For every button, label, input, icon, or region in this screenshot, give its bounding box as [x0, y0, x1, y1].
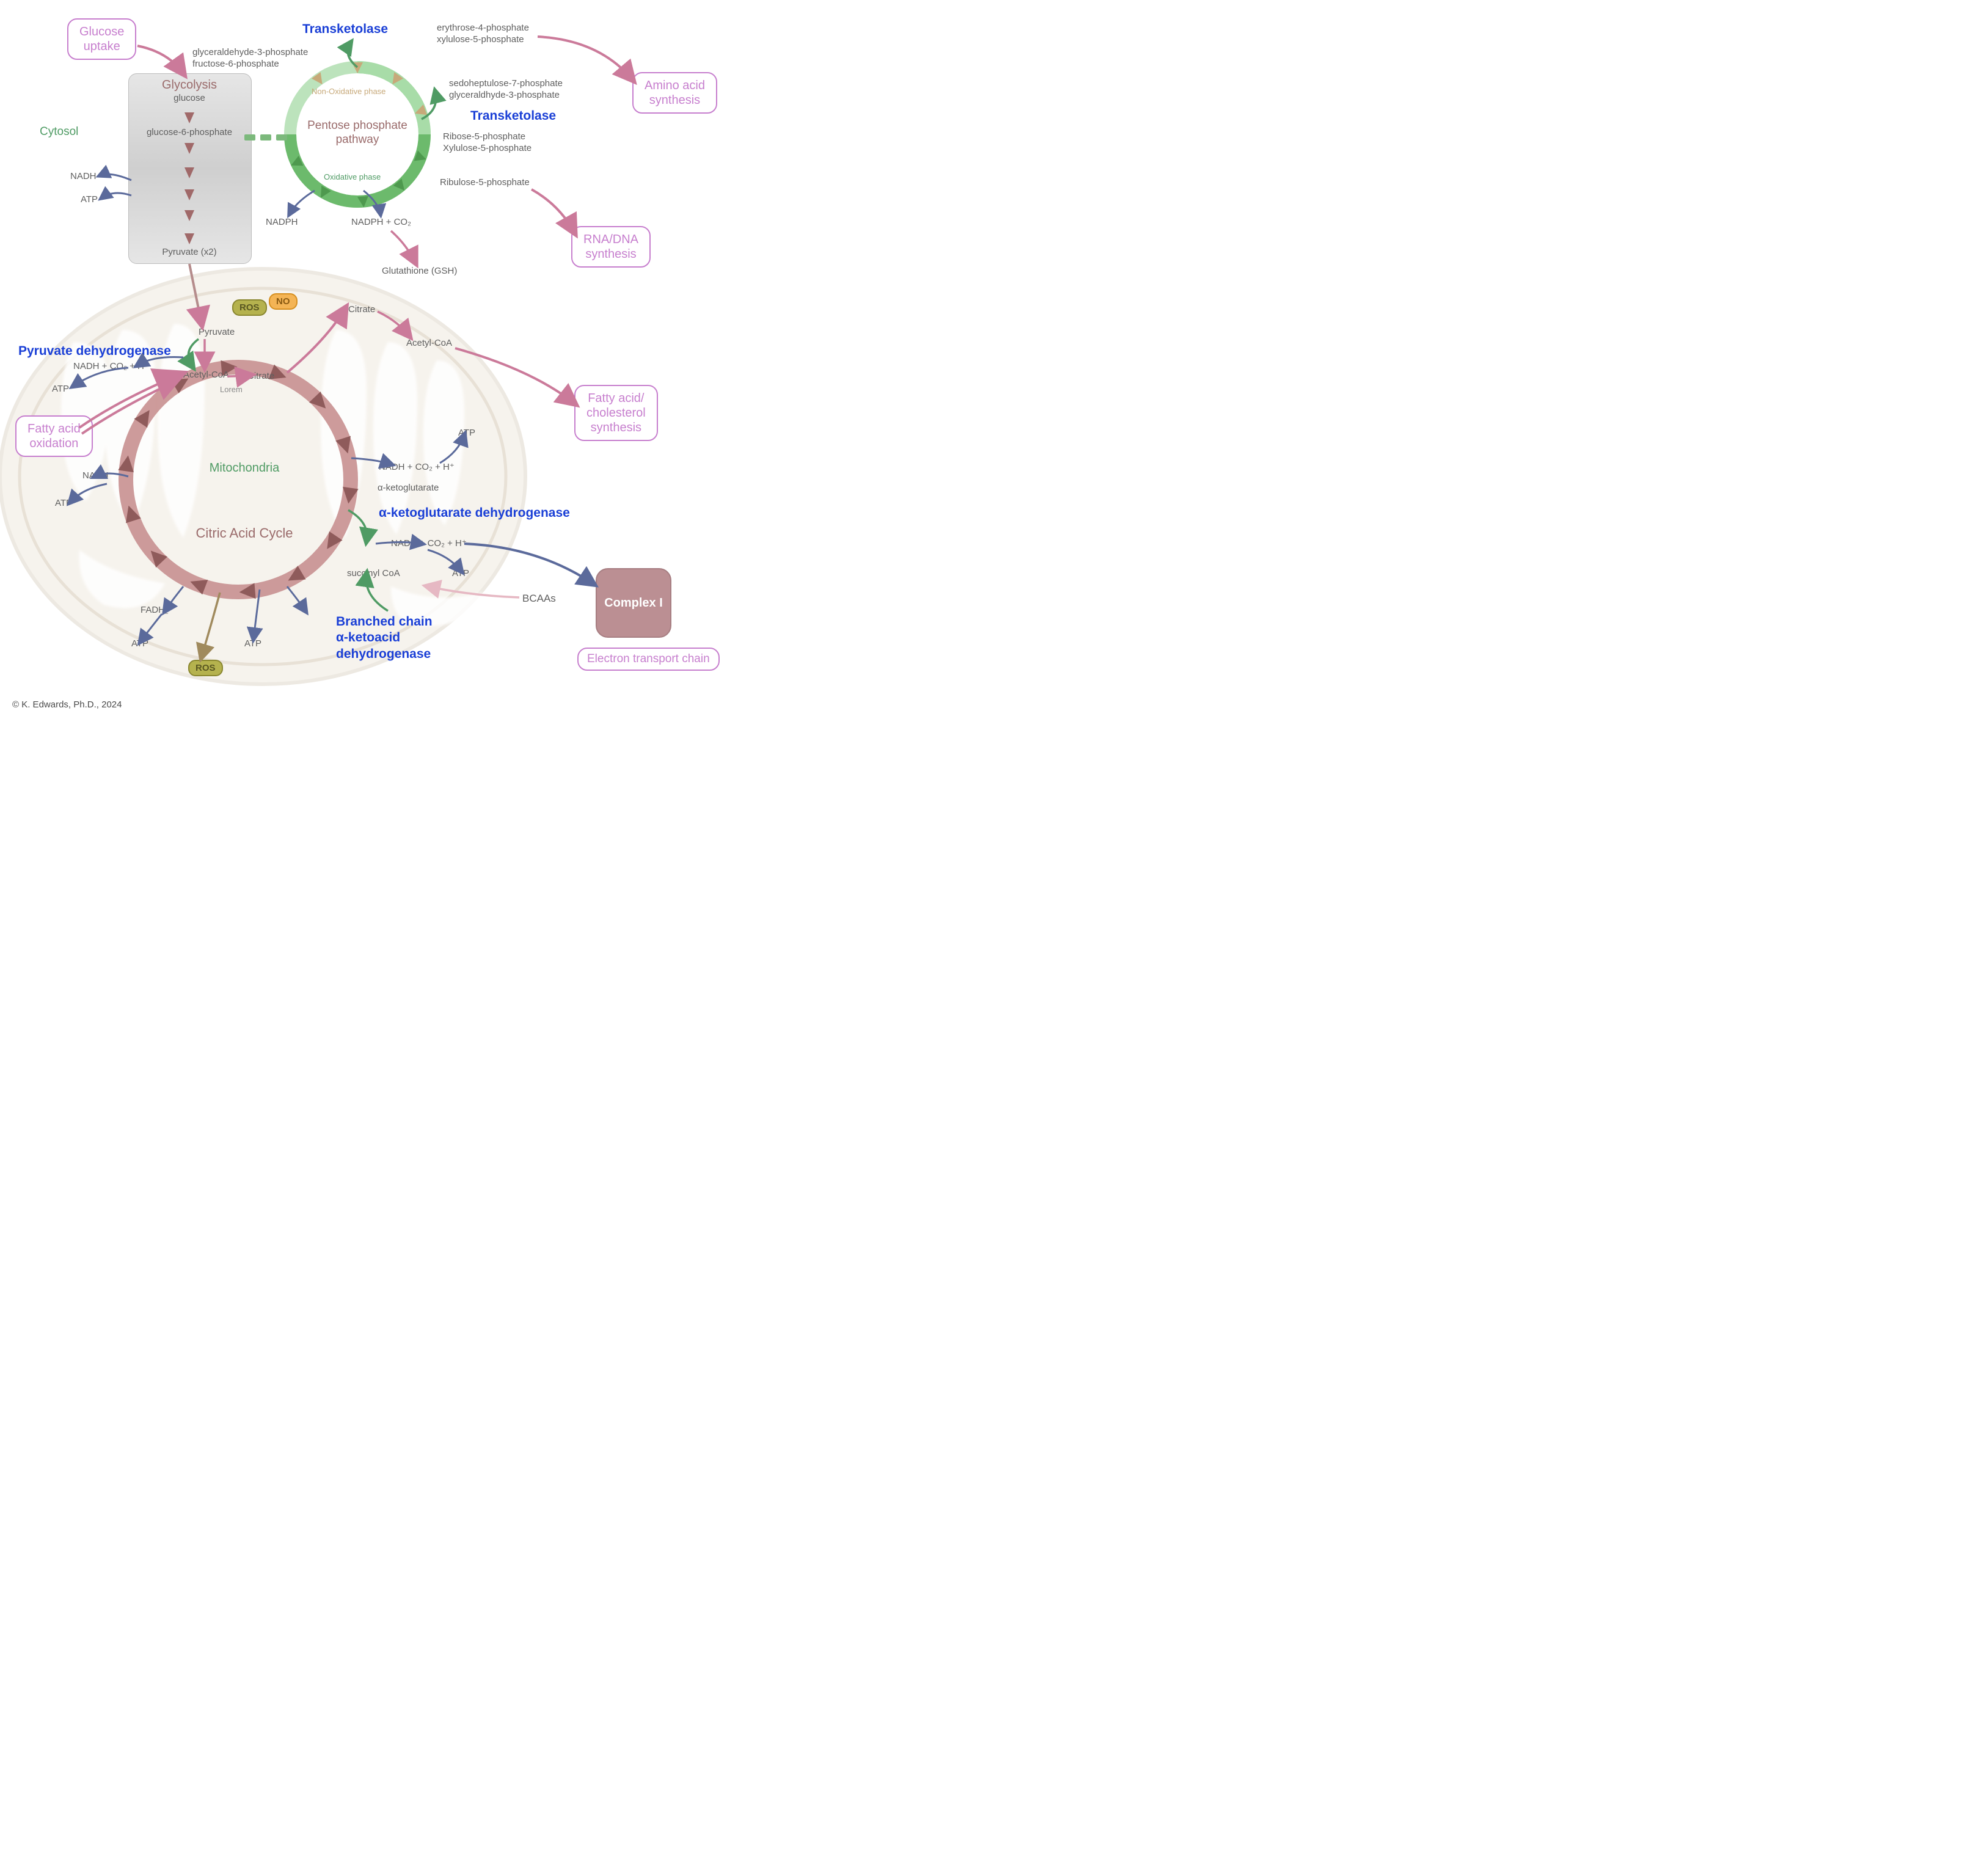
- arrows-overlay: [0, 0, 762, 722]
- copyright: © K. Edwards, Ph.D., 2024: [12, 699, 122, 710]
